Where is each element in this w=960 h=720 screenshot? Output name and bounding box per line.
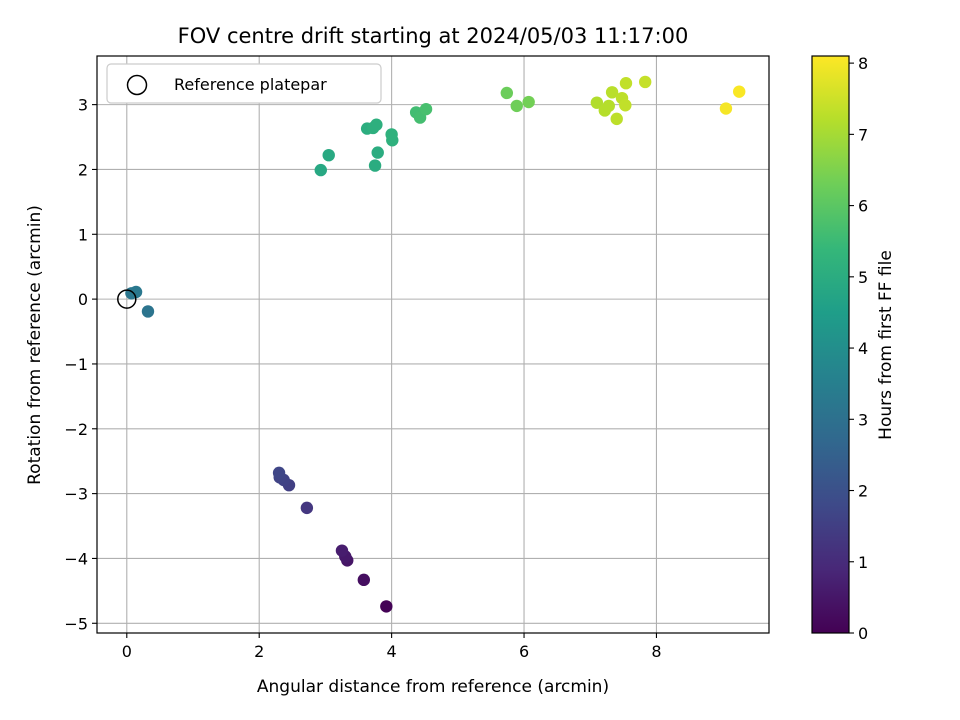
data-point: [638, 75, 652, 89]
y-axis-label: Rotation from reference (arcmin): [25, 205, 45, 485]
x-tick-label: 8: [651, 642, 661, 661]
data-point: [314, 163, 327, 177]
data-point: [590, 96, 604, 109]
data-point: [619, 77, 633, 90]
grid-lines: [97, 56, 769, 633]
data-point: [380, 600, 393, 613]
colorbar-tick-label: 2: [858, 482, 868, 501]
data-point: [368, 159, 382, 172]
y-tick-label: 1: [78, 225, 88, 244]
data-point: [370, 118, 383, 131]
data-point: [385, 128, 398, 141]
y-tick-label: −4: [64, 549, 88, 568]
data-point: [141, 305, 155, 318]
data-point: [510, 99, 523, 113]
legend-label: Reference platepar: [174, 75, 327, 94]
x-axis-label: Angular distance from reference (arcmin): [257, 677, 609, 697]
colorbar: 0 1 2 3 4 5 6 7 8 Hours from first FF file: [811, 54, 896, 643]
data-point: [619, 99, 632, 112]
data-points: [125, 75, 746, 613]
legend-marker-icon: [126, 74, 148, 96]
colorbar-tick-label: 5: [858, 268, 868, 287]
data-point: [300, 501, 314, 515]
y-axis-ticks: 3 2 1 0 −1 −2 −3 −4 −5: [64, 96, 97, 633]
legend-box: [106, 63, 382, 104]
colorbar-tick-label: 3: [858, 410, 868, 429]
colorbar-tick-label: 7: [858, 125, 868, 144]
colorbar-tick-label: 0: [858, 624, 868, 643]
data-point: [357, 573, 371, 587]
data-point: [272, 466, 286, 480]
y-tick-label: 0: [78, 290, 88, 309]
colorbar-label: Hours from first FF file: [876, 250, 896, 440]
data-point: [500, 86, 514, 100]
data-point: [371, 146, 384, 159]
x-tick-label: 0: [122, 642, 132, 661]
data-point: [733, 85, 746, 98]
chart-title: FOV centre drift starting at 2024/05/03 …: [178, 24, 689, 48]
y-tick-label: −1: [64, 355, 88, 374]
x-axis-ticks: 0 2 4 6 8: [122, 633, 662, 661]
data-point: [602, 99, 615, 113]
colorbar-gradient: [811, 55, 850, 634]
y-tick-label: −3: [64, 485, 88, 504]
x-tick-label: 4: [387, 642, 397, 661]
y-tick-label: 2: [78, 160, 88, 179]
data-point: [605, 86, 619, 99]
data-point: [129, 285, 143, 299]
x-tick-label: 2: [254, 642, 264, 661]
colorbar-tick-label: 6: [858, 197, 868, 216]
y-tick-label: 3: [78, 96, 88, 115]
colorbar-ticks: 0 1 2 3 4 5 6 7 8: [849, 54, 868, 643]
y-tick-label: −2: [64, 420, 88, 439]
plot-area-frame: [96, 55, 770, 634]
x-tick-label: 6: [519, 642, 529, 661]
data-point: [522, 95, 535, 109]
y-tick-label: −5: [64, 614, 88, 633]
legend: Reference platepar: [106, 63, 382, 104]
data-point: [610, 112, 623, 126]
data-point: [322, 148, 335, 162]
colorbar-tick-label: 4: [858, 339, 868, 358]
colorbar-tick-label: 1: [858, 553, 868, 572]
data-point: [335, 544, 349, 557]
reference-platepar-marker: [117, 289, 137, 309]
colorbar-tick-label: 8: [858, 54, 868, 73]
data-point: [719, 102, 733, 115]
data-point: [419, 102, 433, 116]
